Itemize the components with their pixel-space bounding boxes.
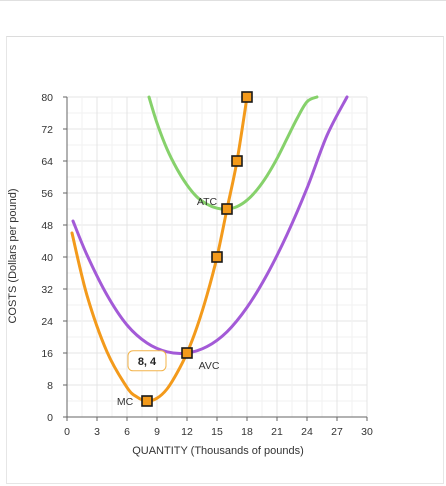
x-tick-label: 15: [211, 426, 223, 438]
y-tick-label: 72: [41, 124, 53, 136]
y-tick-label: 0: [47, 412, 53, 424]
y-axis-label: COSTS (Dollars per pound): [7, 188, 19, 323]
x-tick-label: 21: [271, 426, 283, 438]
square-point-marker[interactable]: [181, 347, 193, 359]
y-tick-label: 80: [41, 92, 53, 104]
curve-labels: ATC AVC MC 8, 4: [117, 196, 220, 408]
square-point-marker[interactable]: [141, 395, 153, 407]
x-tick-label: 3: [94, 426, 100, 438]
y-tick-label: 64: [41, 156, 53, 168]
top-divider: [0, 0, 446, 1]
y-tick-label: 32: [41, 284, 53, 296]
point-tooltip-label: 8, 4: [138, 356, 157, 368]
x-axis-label: QUANTITY (Thousands of pounds): [132, 445, 304, 457]
x-tick-label: 30: [361, 426, 373, 438]
mc-curve: [70, 95, 249, 403]
square-point-marker[interactable]: [211, 251, 223, 263]
y-tick-label: 56: [41, 188, 53, 200]
chart-frame: [6, 36, 444, 484]
mc-label: MC: [117, 396, 134, 408]
avc-curve: [71, 95, 349, 355]
axes: 0 8 16 24 32 40 48 56 64 72 80 0 3 6 9 12 15 18 21 24 27 30: [41, 92, 373, 438]
x-tick-label: 24: [301, 426, 313, 438]
x-tick-label: 9: [154, 426, 160, 438]
avc-label: AVC: [199, 360, 220, 372]
y-tick-label: 40: [41, 252, 53, 264]
square-point-marker[interactable]: [221, 203, 233, 215]
y-tick-label: 48: [41, 220, 53, 232]
square-point-marker[interactable]: [231, 155, 243, 167]
y-tick-label: 8: [47, 380, 53, 392]
curves: [70, 95, 349, 403]
x-tick-label: 12: [181, 426, 193, 438]
y-tick-label: 24: [41, 316, 53, 328]
atc-label: ATC: [197, 196, 218, 208]
x-tick-label: 0: [64, 426, 70, 438]
x-tick-label: 27: [331, 426, 343, 438]
x-tick-label: 18: [241, 426, 253, 438]
point-tooltip-box: [127, 350, 167, 372]
points: [141, 91, 253, 407]
y-tick-label: 16: [41, 348, 53, 360]
square-point-marker[interactable]: [241, 91, 253, 103]
x-tick-label: 6: [124, 426, 130, 438]
